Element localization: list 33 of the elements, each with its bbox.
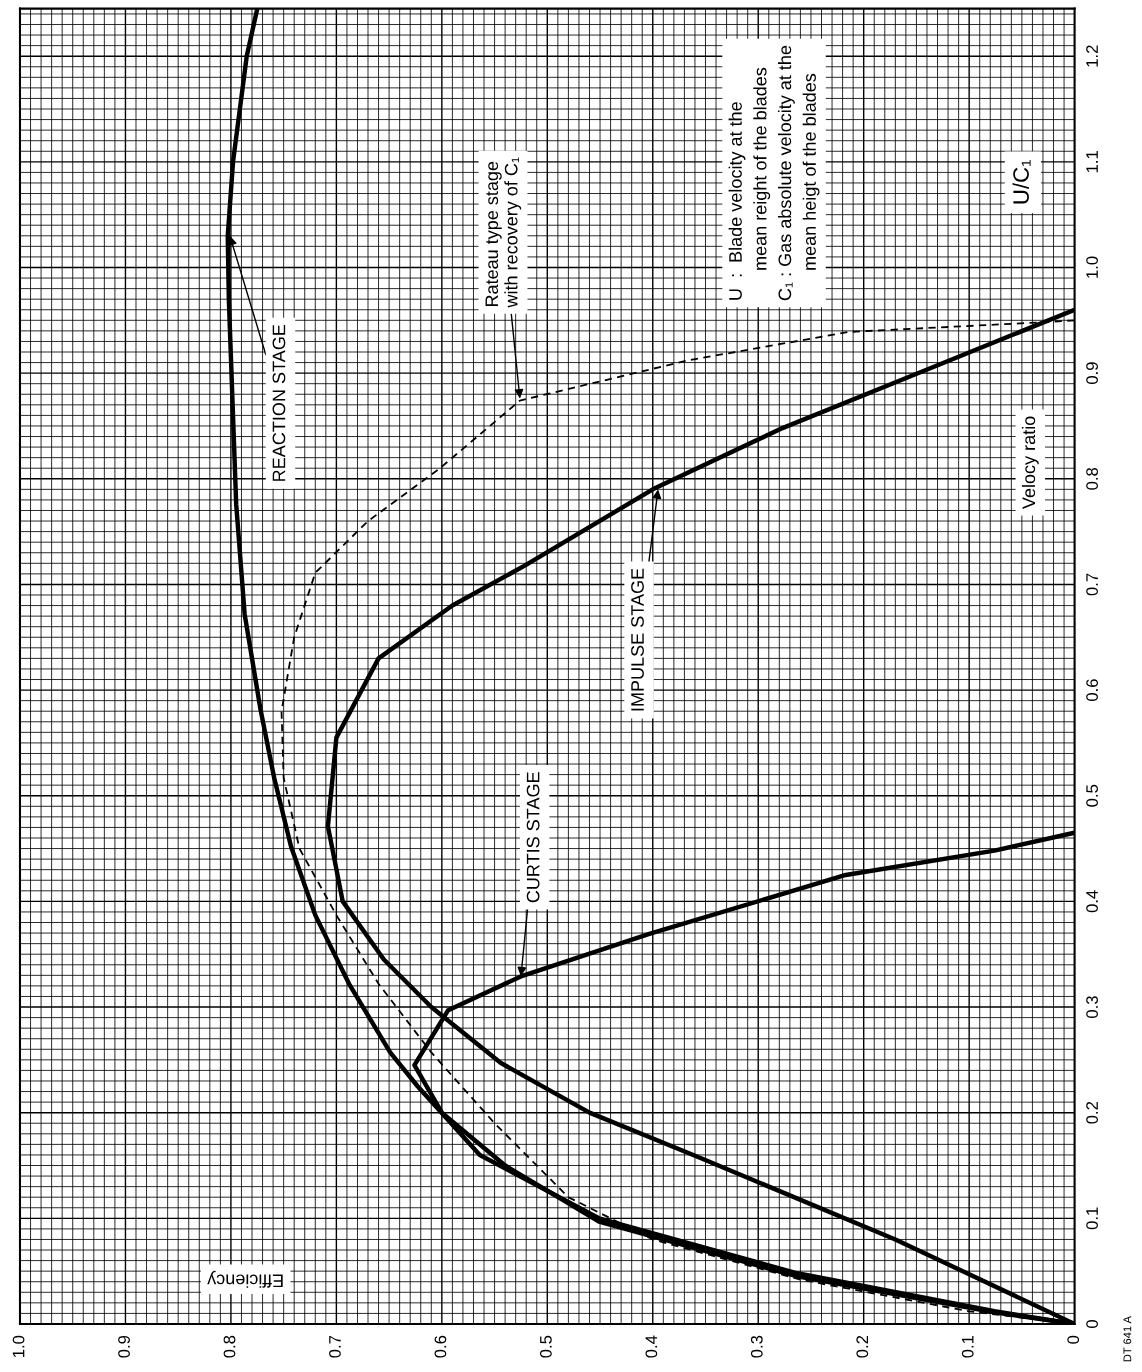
y-tick-label: 0.2 [1086,1101,1098,1124]
y-tick-label: 1.2 [1086,45,1098,67]
y-tick-label: 0.7 [1086,573,1098,596]
y-tick-label: 0.4 [1086,890,1098,913]
x-tick-label: 0.5 [539,1335,552,1358]
x-tick-label: 0.4 [645,1335,658,1358]
x-tick-label: 0.9 [118,1335,130,1358]
x-tick-label: 0.8 [223,1335,236,1358]
y-tick-label: 0.8 [1086,467,1098,490]
annotation: Rateau type stage with recovery of C₁ [485,157,522,308]
y-tick-label: 0.5 [1086,784,1098,807]
x-tick-label: 0 [1067,1335,1080,1344]
y-tick-label: 0 [1086,1320,1098,1328]
annotation: REACTION STAGE [272,324,286,481]
y-tick-label: 0.3 [1086,996,1098,1018]
annotation: CURTIS STAGE [526,772,540,903]
y-tick-label: 0.6 [1086,679,1098,702]
x-tick-label: 0.6 [434,1335,447,1358]
x-tick-label: 0.7 [329,1335,341,1358]
x-tick-label: 1.0 [12,1335,25,1357]
x-tick-label: 0.2 [856,1335,869,1358]
annotation: U/C₁ [1012,159,1031,204]
annotation: IMPULSE STAGE [631,568,644,711]
x-tick-label: 0.3 [750,1335,763,1358]
y-tick-label: 1.1 [1086,151,1098,173]
text: DT 641 A [1123,1316,1132,1362]
y-tick-label: 0.9 [1086,362,1098,385]
y-axis-title: Velocy ratio [1021,416,1039,510]
x-tick-label: 0.1 [961,1335,974,1358]
y-tick-label: 1.0 [1086,256,1098,278]
annotation: U : Blade velocity at the mean reight of the blades C₁ : Gas absolute velocity at the mean heigt of the blades [728,45,820,301]
y-tick-label: 0.1 [1086,1207,1098,1230]
x-axis-title: Efficiency [207,1270,283,1288]
